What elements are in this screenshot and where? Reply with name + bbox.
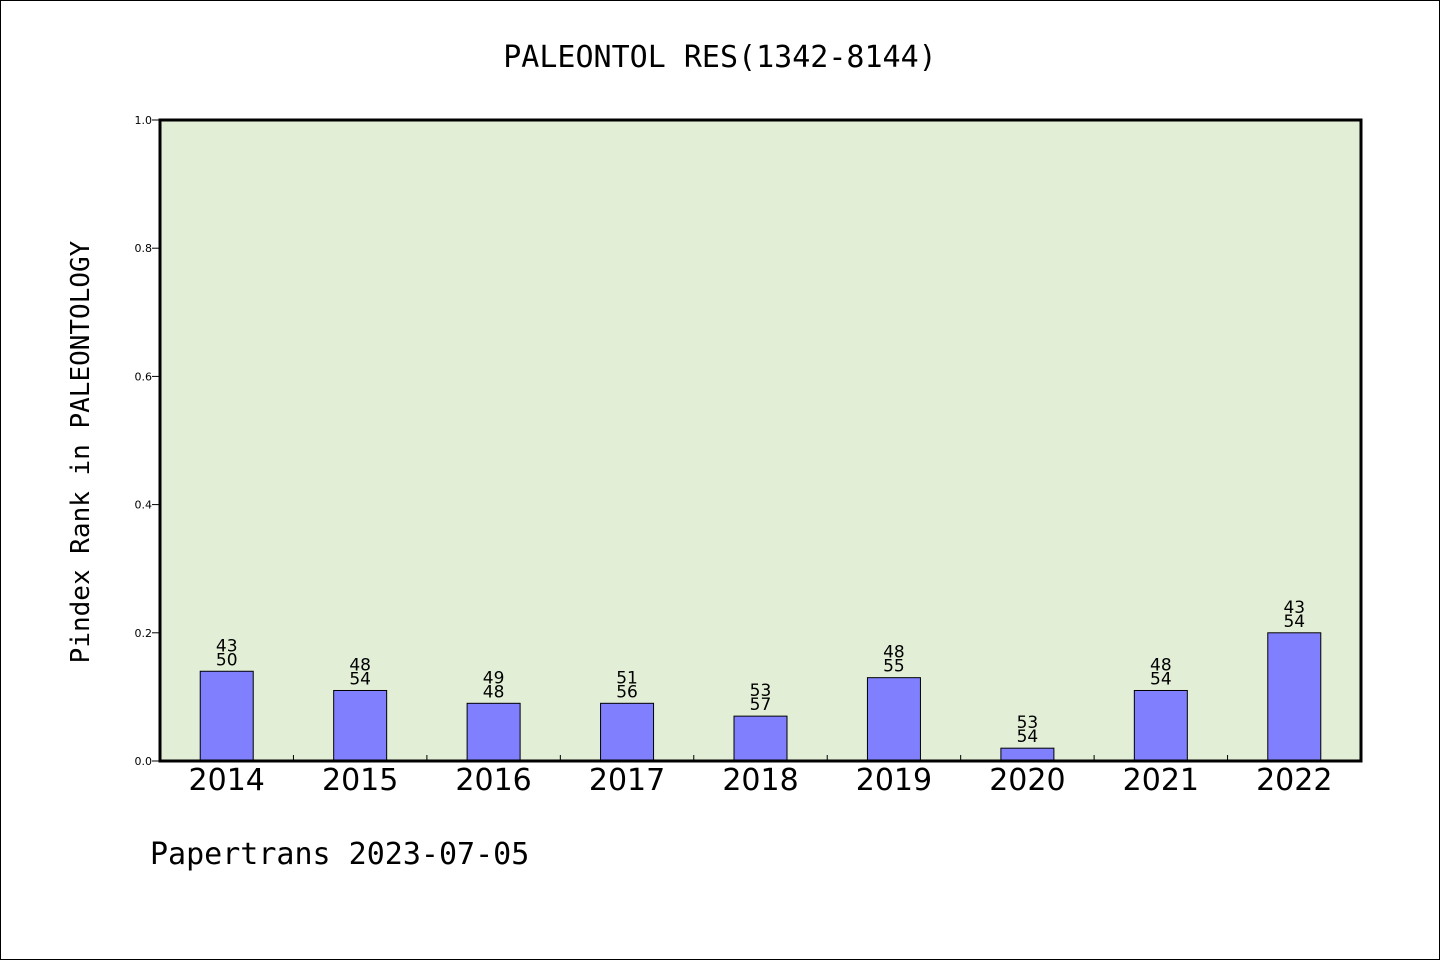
- data-label-top: 51: [616, 668, 638, 688]
- footer-text: Papertrans 2023-07-05: [150, 837, 529, 872]
- x-tick-label: 2017: [589, 763, 665, 798]
- chart-title: PALEONTOL RES(1342-8144): [503, 40, 936, 75]
- y-tick-label: 0.8: [135, 242, 153, 255]
- y-tick-label: 1.0: [135, 114, 153, 127]
- bar-2022: [1267, 632, 1322, 762]
- plot-border: [158, 118, 1363, 763]
- data-label-bottom: 57: [750, 695, 772, 715]
- data-label-bottom: 54: [1017, 727, 1039, 747]
- y-tick-label: 0.2: [135, 627, 153, 640]
- data-label-top: 43: [1283, 598, 1305, 618]
- bar-2016: [466, 702, 521, 762]
- bar-2019: [866, 677, 921, 762]
- bar-2017: [600, 702, 655, 762]
- data-label-top: 48: [883, 643, 905, 663]
- x-tick-label: 2018: [722, 763, 798, 798]
- data-label-top: 53: [1017, 713, 1039, 733]
- x-tick-label: 2020: [989, 763, 1065, 798]
- data-label-top: 49: [483, 668, 505, 688]
- x-tick-label: 2019: [856, 763, 932, 798]
- y-axis-label: Pindex Rank in PALEONTOLOGY: [66, 240, 96, 663]
- bar-2018: [733, 715, 788, 762]
- data-label-bottom: 54: [1283, 612, 1305, 632]
- plot-area: [160, 120, 1361, 761]
- y-tick-label: 0.0: [135, 755, 153, 768]
- x-tick-label: 2014: [189, 763, 265, 798]
- data-label-bottom: 50: [216, 650, 238, 670]
- bar-2021: [1133, 689, 1188, 762]
- data-label-top: 48: [1150, 655, 1172, 675]
- y-tick-label: 0.4: [135, 499, 153, 512]
- data-label-top: 48: [349, 655, 371, 675]
- x-tick-label: 2021: [1123, 763, 1199, 798]
- data-label-top: 43: [216, 636, 238, 656]
- bar-2020: [1000, 747, 1055, 762]
- data-label-bottom: 56: [616, 682, 638, 702]
- data-label-bottom: 54: [349, 669, 371, 689]
- bar-2014: [199, 670, 254, 762]
- x-tick-label: 2022: [1256, 763, 1332, 798]
- data-label-bottom: 55: [883, 657, 905, 677]
- data-label-top: 53: [750, 681, 772, 701]
- x-tick-label: 2016: [455, 763, 531, 798]
- data-label-bottom: 54: [1150, 669, 1172, 689]
- y-tick-label: 0.6: [135, 370, 153, 383]
- x-tick-label: 2015: [322, 763, 398, 798]
- bar-2015: [333, 689, 388, 762]
- data-label-bottom: 48: [483, 682, 505, 702]
